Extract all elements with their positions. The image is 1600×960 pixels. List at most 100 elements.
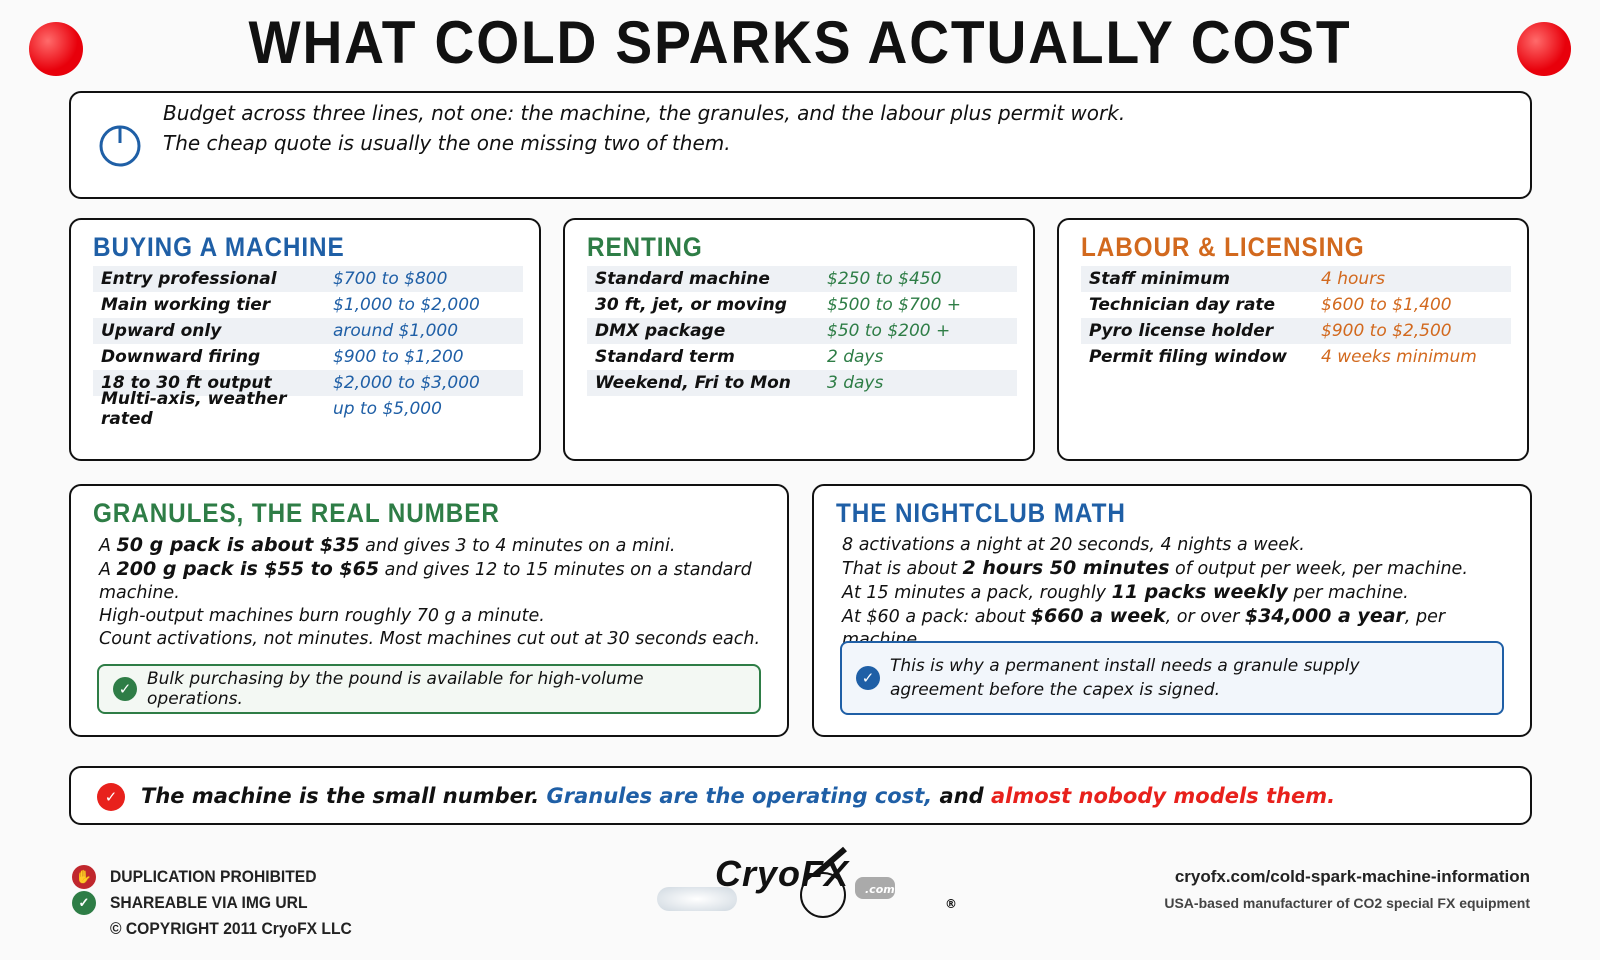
- bold-text: $660 a week: [1030, 605, 1166, 627]
- text: 8 activations a night at 20 seconds, 4 n…: [842, 535, 1305, 555]
- text-card: GRANULES, THE REAL NUMBER A 50 g pack is …: [69, 484, 789, 737]
- price-row: Staff minimum 4 hours: [1081, 266, 1511, 292]
- footer-line: ✋ DUPLICATION PROHIBITED: [70, 864, 373, 890]
- price-card: BUYING A MACHINE Entry professional $700 t…: [69, 218, 541, 461]
- footer-icon: ✋: [72, 865, 96, 889]
- row-value: around $1,000: [333, 321, 459, 341]
- text: and gives 12 to 15 minutes on a standard…: [99, 560, 752, 603]
- footer-line: © COPYRIGHT 2011 CryoFX LLC: [70, 916, 373, 942]
- row-label: Staff minimum: [1089, 269, 1230, 289]
- row-label: Multi-axis, weather rated: [101, 389, 287, 429]
- card-title: LABOUR & LICENSING: [1081, 232, 1365, 262]
- row-value: $700 to $800: [333, 269, 448, 289]
- note-text: Bulk purchasing by the pound is availabl…: [147, 669, 644, 709]
- footer-left: ✋ DUPLICATION PROHIBITED ✓ SHAREABLE VIA IM…: [70, 864, 373, 942]
- page-title: WHAT COLD SPARKS ACTUALLY COST: [248, 9, 1352, 76]
- bold-text: 2 hours 50 minutes: [962, 557, 1170, 579]
- row-label: Technician day rate: [1089, 295, 1276, 315]
- paragraph: 8 activations a night at 20 seconds, 4 n…: [842, 534, 1508, 557]
- bold-text: $34,000 a year: [1244, 605, 1405, 627]
- price-row: Upward only around $1,000: [93, 318, 523, 344]
- corner-dot: [1517, 22, 1571, 76]
- footer-text: SHAREABLE VIA IMG URL: [110, 893, 308, 912]
- intro-box: Budget across three lines, not one: the …: [69, 91, 1532, 199]
- bold-text: 200 g pack is $55 to $65: [116, 558, 380, 580]
- paragraph: A 200 g pack is $55 to $65 and gives 12 …: [99, 558, 765, 605]
- footer-icon: ✓: [72, 891, 96, 915]
- text: A: [99, 536, 117, 556]
- row-value: $900 to $2,500: [1321, 321, 1452, 341]
- row-label: Standard machine: [595, 269, 770, 289]
- row-label: Downward firing: [101, 347, 261, 367]
- row-value: 2 days: [827, 347, 884, 367]
- row-label: Entry professional: [101, 269, 277, 289]
- timer-icon: [99, 125, 141, 167]
- card-title: RENTING: [587, 232, 703, 262]
- logo-suffix: .com: [865, 883, 895, 896]
- row-value: $2,000 to $3,000: [333, 373, 480, 393]
- footer-line: ✓ SHAREABLE VIA IMG URL: [70, 890, 373, 916]
- check-icon: ✓: [113, 677, 137, 701]
- text: and gives 3 to 4 minutes on a mini.: [359, 536, 676, 556]
- row-value: $600 to $1,400: [1321, 295, 1452, 315]
- price-list: Entry professional $700 to $800 Main worki…: [71, 266, 539, 429]
- banner-text: Granules are the operating cost,: [539, 783, 933, 808]
- price-list: Standard machine $250 to $450 30 ft, jet, …: [565, 266, 1033, 396]
- text: At 15 minutes a pack, roughly: [842, 583, 1112, 603]
- text: A: [99, 560, 117, 580]
- row-label: 18 to 30 ft output: [101, 373, 272, 393]
- price-row: Multi-axis, weather rated up to $5,000: [93, 389, 523, 429]
- footer-text: DUPLICATION PROHIBITED: [110, 867, 317, 886]
- price-row: Pyro license holder $900 to $2,500: [1081, 318, 1511, 344]
- row-value: $1,000 to $2,000: [333, 295, 480, 315]
- row-label: DMX package: [595, 321, 726, 341]
- footer-tagline: USA-based manufacturer of CO2 special FX…: [1164, 895, 1530, 911]
- check-icon: ✓: [856, 666, 880, 690]
- note-text: This is why a permanent install needs a …: [890, 656, 1360, 700]
- price-row: Standard machine $250 to $450: [587, 266, 1017, 292]
- intro-line: The cheap quote is usually the one missi…: [163, 131, 731, 155]
- text: of output per week, per machine.: [1169, 559, 1468, 579]
- text-card: THE NIGHTCLUB MATH 8 activations a night …: [812, 484, 1532, 737]
- row-label: 30 ft, jet, or moving: [595, 295, 787, 315]
- row-value: 3 days: [827, 373, 884, 393]
- banner: ✓ The machine is the small number. Granu…: [69, 766, 1532, 825]
- logo-gun: [800, 846, 895, 918]
- text: per machine.: [1287, 583, 1409, 603]
- row-value: $500 to $700 +: [827, 295, 962, 315]
- text: At $60 a pack: about: [842, 607, 1031, 627]
- text: That is about: [842, 559, 963, 579]
- price-row: 18 to 30 ft output $2,000 to $3,000: [93, 370, 523, 396]
- price-row: Entry professional $700 to $800: [93, 266, 523, 292]
- price-row: DMX package $50 to $200 +: [587, 318, 1017, 344]
- row-label: Permit filing window: [1089, 347, 1287, 367]
- row-label: Weekend, Fri to Mon: [595, 373, 791, 393]
- paragraph: That is about 2 hours 50 minutes of outp…: [842, 557, 1508, 581]
- row-value: 4 weeks minimum: [1321, 347, 1477, 367]
- banner-text: The machine is the small number.: [141, 783, 540, 808]
- price-row: Technician day rate $600 to $1,400: [1081, 292, 1511, 318]
- logo-cloud: [657, 887, 737, 911]
- price-row: Weekend, Fri to Mon 3 days: [587, 370, 1017, 396]
- text: , or over: [1165, 607, 1245, 627]
- text: High-output machines burn roughly 70 g a…: [99, 606, 545, 626]
- banner-text: almost nobody models them.: [991, 783, 1336, 808]
- text: Count activations, not minutes. Most mac…: [99, 629, 761, 649]
- logo: CryoFX .com ®: [655, 845, 957, 935]
- row-value: $250 to $450: [827, 269, 942, 289]
- bold-text: 50 g pack is about $35: [116, 534, 360, 556]
- price-card: RENTING Standard machine $250 to $450 30 ft…: [563, 218, 1035, 461]
- price-row: Downward firing $900 to $1,200: [93, 344, 523, 370]
- row-label: Pyro license holder: [1089, 321, 1274, 341]
- check-icon: ✓: [97, 783, 125, 811]
- paragraph: Count activations, not minutes. Most mac…: [99, 628, 765, 651]
- row-value: 4 hours: [1321, 269, 1386, 289]
- paragraph: At $60 a pack: about $660 a week, or ove…: [842, 605, 1508, 652]
- price-row: Main working tier $1,000 to $2,000: [93, 292, 523, 318]
- corner-dot: [29, 22, 83, 76]
- price-row: 30 ft, jet, or moving $500 to $700 +: [587, 292, 1017, 318]
- price-list: Staff minimum 4 hours Technician day rate $…: [1059, 266, 1527, 370]
- bold-text: 11 packs weekly: [1111, 581, 1288, 603]
- card-body: 8 activations a night at 20 seconds, 4 n…: [814, 534, 1530, 652]
